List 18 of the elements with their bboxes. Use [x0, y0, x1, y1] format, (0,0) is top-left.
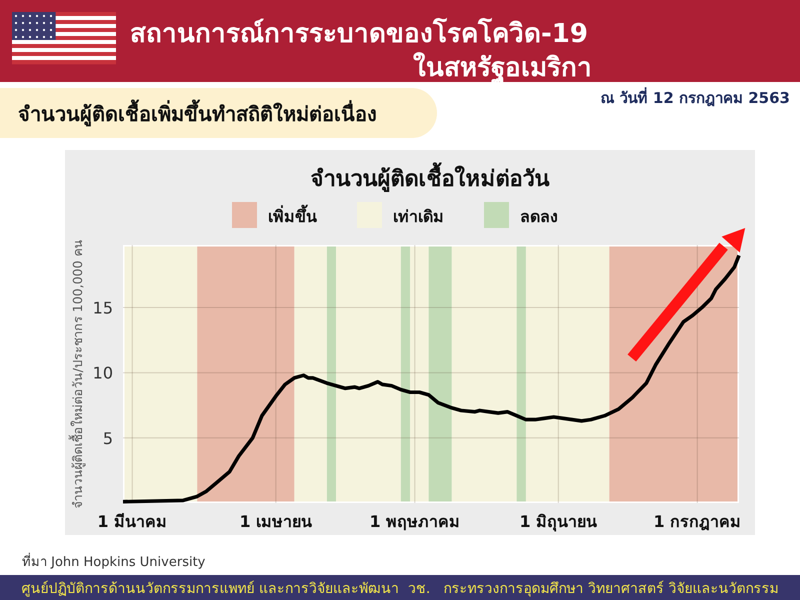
- x-tick-label: 1 กรกฎาคม: [653, 512, 742, 531]
- x-tick-label: 1 พฤษภาคม: [369, 512, 460, 531]
- text: ณ วันที่ 12 กรกฎาคม 2563: [600, 87, 790, 107]
- legend-label: เท่าเดิม: [393, 207, 444, 226]
- y-tick-label: 10: [92, 364, 113, 383]
- legend-label: ลดลง: [520, 207, 558, 226]
- text: ศูนย์ปฏิบัติการด้านนวัตกรรมการแพทย์ และการวิจัยและพัฒนา วช. กระทรวงการอุดมศึกษา วิทยาศาสตร์ วิจัยและนวัตกรรม: [21, 580, 779, 597]
- y-tick-label: 15: [92, 298, 113, 318]
- x-tick-label: 1 มิถุนายน: [520, 512, 598, 532]
- text: จำนวนผู้ติดเชื้อใหม่ต่อวัน: [310, 162, 550, 193]
- x-tick-label: 1 เมษายน: [239, 512, 312, 531]
- chart-title: สถานการณ์การระบาดของโรคโควิด-19 ในสหรัฐอเมริกา: [130, 17, 592, 85]
- y-tick-label: 5: [102, 428, 113, 448]
- legend-label: เพิ่มขึ้น: [268, 204, 317, 226]
- text: ที่มา John Hopkins University: [22, 553, 206, 570]
- x-tick-label: 1 มีนาคม: [97, 512, 168, 531]
- y-axis-title: จำนวนผู้ติดเชื้อใหม่ต่อวัน/ประชากร 100,000 คน: [68, 240, 86, 508]
- chart-subtitle: จำนวนผู้ติดเชื้อเพิ่มขึ้นทำสถิติใหม่ต่อเนื่อง: [18, 99, 377, 128]
